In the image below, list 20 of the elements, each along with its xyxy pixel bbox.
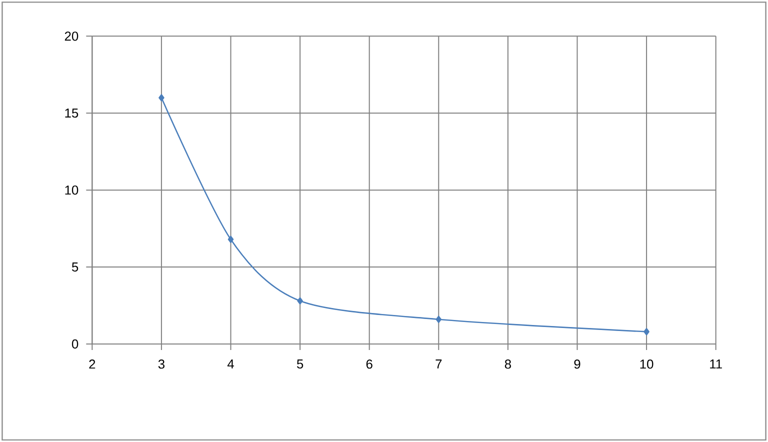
y-tick-label: 20 bbox=[64, 32, 78, 41]
x-tick-label: 5 bbox=[296, 359, 304, 368]
x-tick-label: 8 bbox=[504, 359, 511, 369]
point bbox=[228, 236, 234, 243]
point bbox=[297, 297, 303, 304]
point bbox=[158, 94, 164, 102]
y-tick-label: 0 bbox=[72, 339, 78, 349]
point bbox=[436, 316, 442, 323]
x-tick-label: 6 bbox=[366, 359, 372, 369]
x-tick-label: 9 bbox=[574, 359, 580, 369]
x-tick-label: 3 bbox=[158, 359, 164, 369]
x-tick-label: 2 bbox=[89, 359, 96, 368]
x-tick-label: 10 bbox=[640, 359, 654, 369]
y-tick-label: 15 bbox=[65, 108, 78, 118]
x-tick-label: 7 bbox=[436, 359, 442, 368]
point bbox=[644, 328, 650, 336]
x-tick-label: 11 bbox=[710, 359, 722, 368]
y-tick-label: 10 bbox=[65, 185, 78, 195]
y-tick-label: 5 bbox=[72, 262, 78, 272]
x-tick-label: 4 bbox=[227, 359, 234, 368]
